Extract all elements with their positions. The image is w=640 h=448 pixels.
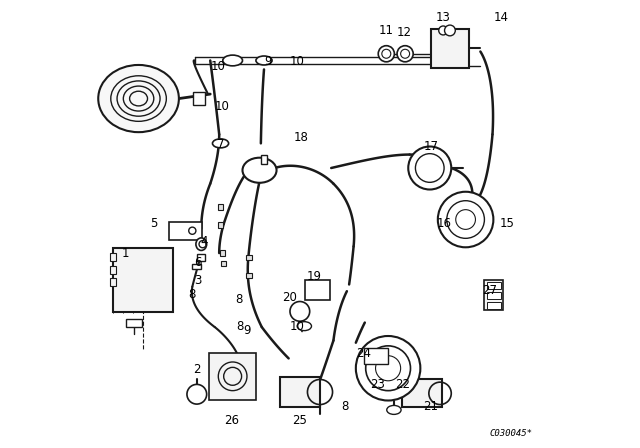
Text: 3: 3 [195,273,202,287]
Text: 7: 7 [217,138,224,151]
Text: 8: 8 [341,400,348,414]
Circle shape [438,192,493,247]
Text: 8: 8 [237,319,244,333]
Circle shape [356,336,420,401]
Text: 2: 2 [193,363,200,376]
Circle shape [438,26,448,35]
Ellipse shape [212,139,228,148]
Text: 19: 19 [307,270,322,284]
Bar [431,29,469,68]
Circle shape [187,384,207,404]
Text: 1: 1 [122,246,129,260]
Bar [218,204,223,210]
Ellipse shape [256,56,272,65]
Circle shape [378,46,394,62]
Text: C030045*: C030045* [490,429,532,438]
Text: 12: 12 [397,26,412,39]
Bar [197,254,205,261]
Text: 10: 10 [215,100,230,113]
Ellipse shape [98,65,179,132]
Bar [220,250,225,256]
Text: 8: 8 [235,293,242,306]
Bar [218,222,223,228]
Text: 21: 21 [424,400,438,414]
Text: 17: 17 [424,140,438,154]
Text: 10: 10 [289,55,304,69]
Ellipse shape [223,55,243,66]
Ellipse shape [387,405,401,414]
Text: 25: 25 [292,414,307,427]
Text: 11: 11 [379,24,394,37]
Bar [110,278,116,286]
Text: 16: 16 [437,216,452,230]
Bar [193,92,205,105]
Bar [364,349,388,364]
Text: 9: 9 [244,324,251,337]
Bar [169,222,202,240]
Text: 5: 5 [150,216,157,230]
Circle shape [397,46,413,62]
Bar [209,353,256,400]
Text: 13: 13 [436,10,451,24]
Text: 27: 27 [482,284,497,297]
Text: 10: 10 [289,319,304,333]
Bar [246,255,252,260]
Bar [305,280,330,300]
Bar [484,280,503,310]
Text: 10: 10 [211,60,225,73]
Text: 22: 22 [396,378,410,391]
Bar [402,379,442,407]
Text: 26: 26 [224,414,239,427]
Bar [110,253,116,261]
Text: 20: 20 [282,291,297,305]
Circle shape [445,25,455,36]
Bar [246,273,252,278]
Text: 8: 8 [189,288,196,302]
Text: 24: 24 [356,346,371,360]
Circle shape [408,146,451,190]
Text: 14: 14 [494,10,509,24]
Bar [126,319,142,327]
Bar [221,261,227,266]
Bar [486,302,501,309]
Ellipse shape [196,238,207,250]
Bar [113,247,173,313]
Ellipse shape [297,322,312,331]
Bar [260,155,268,164]
Bar [280,377,320,407]
Bar [486,283,501,289]
Text: 15: 15 [500,216,515,230]
Text: 9: 9 [265,55,272,69]
Circle shape [290,302,310,321]
Text: 23: 23 [370,378,385,391]
Bar [192,264,201,269]
Text: 6: 6 [195,255,202,269]
Text: 18: 18 [294,131,308,145]
Bar [110,266,116,274]
Bar [486,293,501,299]
Text: 4: 4 [201,234,208,248]
Ellipse shape [243,158,276,183]
